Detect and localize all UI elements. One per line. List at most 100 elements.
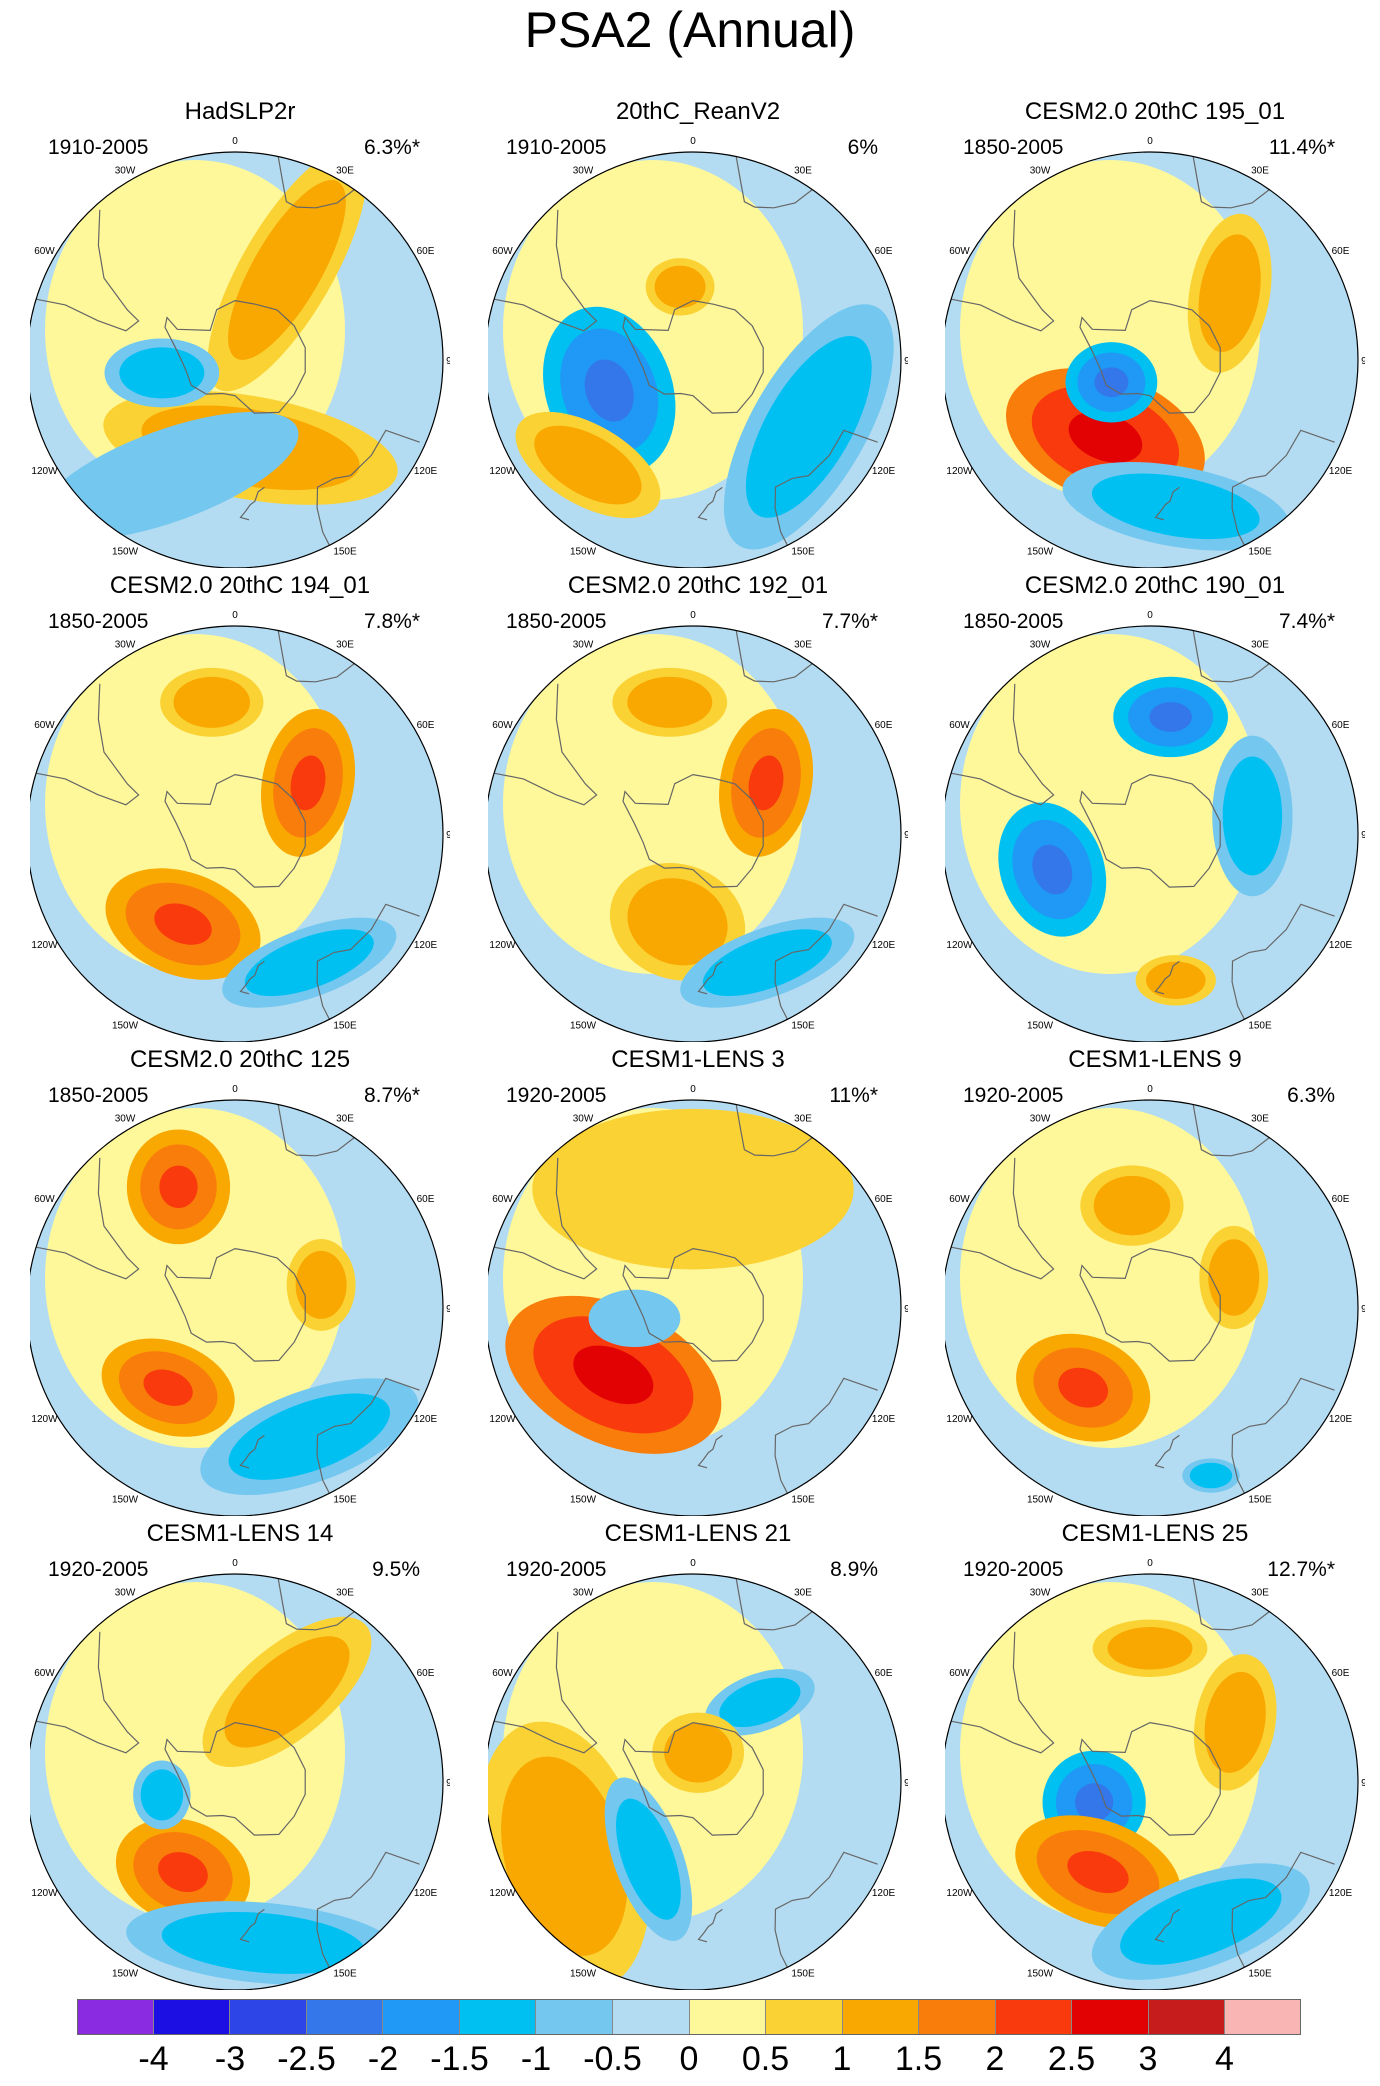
- colorbar-swatch: [306, 1999, 384, 2035]
- longitude-label: 60E: [417, 246, 435, 257]
- panel-title: CESM2.0 20thC 125: [129, 1046, 351, 1073]
- new-zealand-coastline: [1154, 1908, 1180, 1943]
- polar-map: 030E60E90E120E150E180150W120W90W60W30W: [30, 610, 450, 1042]
- longitude-label: 120W: [946, 466, 973, 477]
- map-border: [945, 1573, 1359, 1990]
- map-panel: CESM2.0 20thC 194_01 1850-2005 7.8%* 0 30E 60…: [30, 572, 450, 1042]
- panel-title: 20thC_ReanV2: [615, 98, 781, 125]
- colorbar-tick-label: -1: [520, 2040, 552, 2078]
- map-border: [30, 1099, 444, 1516]
- south-america-coastline: [493, 1157, 598, 1280]
- colorbar-tick-label: -1.5: [430, 2040, 489, 2078]
- map-panel: CESM2.0 20thC 195_01 1850-2005 11.4%* 0 30E 6…: [945, 98, 1365, 568]
- panel-title: CESM1-LENS 9: [1068, 1046, 1242, 1073]
- longitude-label: 60W: [492, 246, 513, 257]
- australia-coastline: [1231, 1377, 1335, 1494]
- longitude-label: 30E: [1251, 1587, 1269, 1598]
- colorbar-tick-label: 0: [679, 2040, 699, 2078]
- longitude-label: 150W: [1027, 547, 1054, 558]
- longitude-label: 120W: [489, 1888, 516, 1899]
- antarctica-coastline: [622, 773, 764, 888]
- polar-map: 030E60E90E120E150E180150W120W90W60W30W: [945, 1558, 1365, 1990]
- colorbar-tick-label: -2.5: [277, 2040, 336, 2078]
- anomaly-core: [584, 359, 634, 422]
- anomaly-contour: [71, 428, 265, 524]
- anomaly-contour: [1093, 1175, 1171, 1236]
- colorbar-tick-label: 2.5: [1047, 2040, 1096, 2078]
- anomaly-core: [1058, 1367, 1108, 1408]
- longitude-label: 120W: [946, 1888, 973, 1899]
- australia-coastline: [1231, 903, 1335, 1020]
- south-america-coastline: [950, 1631, 1055, 1754]
- map-border: [30, 625, 444, 1042]
- panel-variance: 11.4%*: [1268, 136, 1335, 159]
- africa-coastline: [1192, 1104, 1270, 1157]
- antarctica-coastline: [164, 1247, 306, 1362]
- australia-coastline: [1231, 429, 1335, 546]
- anomaly-contour: [1091, 473, 1260, 540]
- africa-coastline: [735, 1104, 813, 1157]
- polar-map: 030E60E90E120E150E180150W120W90W60W30W: [945, 610, 1365, 1042]
- anomaly-contour: [1107, 1627, 1193, 1670]
- longitude-label: 120W: [31, 1888, 58, 1899]
- panel-variance: 6.3%*: [363, 136, 420, 159]
- panel-period: 1920-2005: [48, 1558, 149, 1581]
- anomaly-core: [1068, 411, 1143, 463]
- longitude-label: 60E: [417, 1668, 435, 1679]
- longitude-label: 30W: [573, 639, 594, 650]
- longitude-label: 0: [690, 136, 696, 147]
- map-border: [945, 1099, 1359, 1516]
- anomaly-contour: [1120, 1878, 1282, 1965]
- polar-map: 030E60E90E120E150E180150W120W90W60W30W: [30, 1558, 450, 1990]
- longitude-label: 150E: [1248, 1495, 1272, 1506]
- polar-map: 030E60E90E120E150E180150W120W90W60W30W: [945, 1084, 1365, 1516]
- new-zealand-coastline: [1154, 1434, 1180, 1469]
- longitude-label: 120W: [946, 1414, 973, 1425]
- panel-variance: 7.8%*: [363, 610, 420, 633]
- polar-map: 030E60E90E120E150E180150W120W90W60W30W: [30, 1084, 450, 1516]
- longitude-label: 150W: [1027, 1021, 1054, 1032]
- south-america-coastline: [35, 1157, 140, 1280]
- anomaly-contour: [627, 878, 728, 966]
- longitude-label: 60E: [875, 1194, 893, 1205]
- australia-coastline: [774, 1377, 878, 1494]
- longitude-label: 30W: [115, 1113, 136, 1124]
- longitude-label: 120E: [872, 1414, 896, 1425]
- panel-period: 1850-2005: [48, 1084, 149, 1107]
- longitude-label: 60W: [34, 1668, 55, 1679]
- new-zealand-coastline: [239, 1434, 265, 1469]
- colorbar-swatch: [612, 1999, 690, 2035]
- longitude-label: 60E: [875, 720, 893, 731]
- longitude-label: 90E: [904, 1778, 908, 1789]
- longitude-label: 30E: [794, 165, 812, 176]
- anomaly-contour: [501, 1756, 628, 1957]
- longitude-label: 60W: [492, 1194, 513, 1205]
- longitude-label: 150E: [791, 1021, 815, 1032]
- longitude-label: 120E: [414, 1414, 438, 1425]
- panel-variance: 11%*: [829, 1084, 878, 1107]
- panel-period: 1920-2005: [506, 1558, 607, 1581]
- australia-coastline: [316, 1851, 420, 1968]
- anomaly-contour: [140, 1769, 184, 1821]
- colorbar-tick-label: -3: [214, 2040, 246, 2078]
- longitude-label: 60W: [949, 1668, 970, 1679]
- colorbar-swatch: [919, 1999, 996, 2035]
- longitude-label: 60W: [34, 720, 55, 731]
- map-panel: CESM1-LENS 25 1920-2005 12.7%* 0 30E 60E 90E 12…: [945, 1520, 1365, 1990]
- longitude-label: 90E: [446, 1304, 450, 1315]
- anomaly-contour: [1189, 1462, 1233, 1489]
- anomaly-core: [143, 1369, 193, 1406]
- south-america-coastline: [950, 683, 1055, 806]
- longitude-label: 30E: [1251, 639, 1269, 650]
- figure-title: PSA2 (Annual): [524, 2, 856, 58]
- anomaly-core: [1075, 1783, 1114, 1822]
- colorbar-tick-label: 1: [832, 2040, 852, 2078]
- new-zealand-coastline: [697, 486, 723, 521]
- australia-coastline: [774, 903, 878, 1020]
- longitude-label: 60E: [1332, 1668, 1350, 1679]
- south-america-coastline: [35, 209, 140, 332]
- antarctica-coastline: [1079, 299, 1221, 414]
- longitude-label: 60E: [1332, 1194, 1350, 1205]
- anomaly-core: [158, 1852, 208, 1893]
